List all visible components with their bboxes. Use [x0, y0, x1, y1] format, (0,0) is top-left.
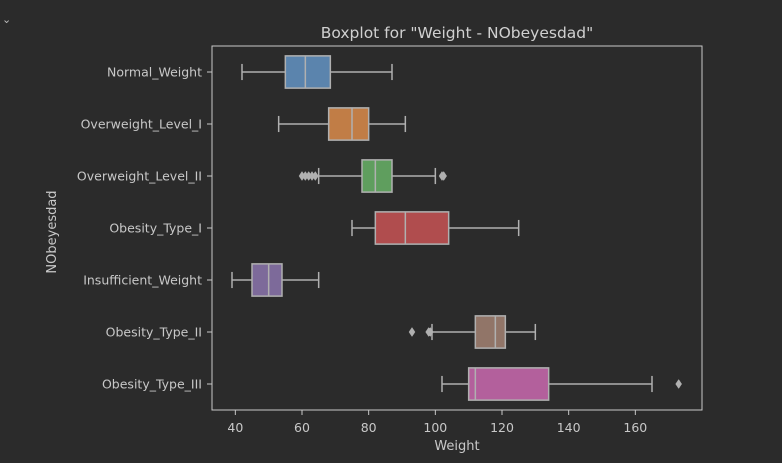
outlier-point [312, 171, 319, 181]
x-tick-label: 100 [423, 420, 447, 435]
y-tick-label: Overweight_Level_II [77, 169, 202, 184]
plot-area: 40 60 80 100 120 140 160 Normal_Weight Overweigh… [77, 45, 703, 435]
outlier-point [675, 379, 682, 389]
x-tick-label: 160 [623, 420, 647, 435]
x-axis-label: Weight [434, 439, 479, 454]
outlier-point [440, 171, 447, 181]
chevron-down-icon[interactable]: ⌄ [2, 13, 12, 26]
x-tick-label: 80 [361, 420, 377, 435]
box-iqr [474, 315, 507, 349]
box-iqr [361, 159, 393, 193]
box-iqr [327, 107, 370, 141]
x-tick-label: 140 [557, 420, 581, 435]
y-tick-label: Overweight_Level_I [81, 117, 202, 132]
box-iqr [251, 263, 283, 297]
y-axis-label: NObeyesdad [45, 190, 60, 273]
x-tick-label: 40 [227, 420, 243, 435]
outlier-point [427, 327, 434, 337]
outlier-point [408, 327, 416, 337]
y-tick-label: Normal_Weight [107, 65, 202, 80]
x-tick-label: 60 [294, 420, 310, 435]
y-tick-label: Obesity_Type_II [106, 325, 202, 340]
chart-title: Boxplot for "Weight - NObeyesdad" [321, 24, 594, 42]
y-tick-label: Obesity_Type_I [109, 221, 202, 236]
y-tick-label: Obesity_Type_III [102, 377, 202, 392]
y-tick-label: Insufficient_Weight [83, 273, 202, 288]
box-iqr [374, 211, 450, 245]
x-tick-label: 120 [490, 420, 514, 435]
box-iqr [284, 55, 332, 89]
box-iqr [467, 367, 550, 401]
